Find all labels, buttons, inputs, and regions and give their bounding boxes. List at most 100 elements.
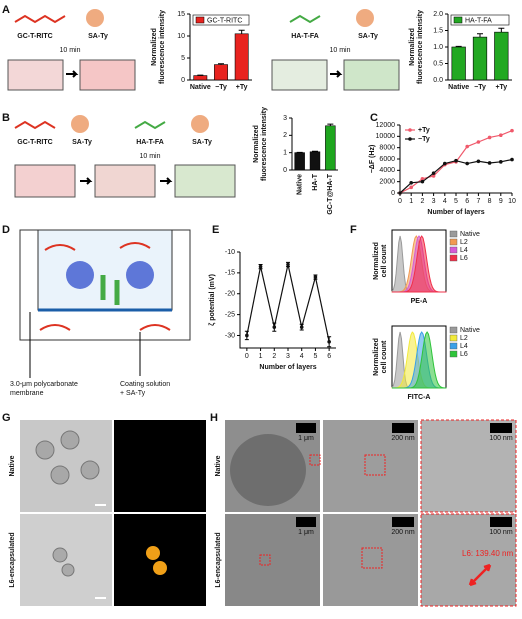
bar — [214, 64, 228, 81]
marker — [431, 171, 436, 175]
arrows — [100, 275, 120, 305]
y-axis-label: Normalized — [373, 338, 380, 376]
y-tick-label: 12000 — [376, 122, 396, 129]
y-tick-label: 0 — [181, 77, 185, 84]
cell — [35, 440, 55, 460]
x-axis-label: FITC-A — [408, 394, 431, 401]
x-tick-label: 2 — [272, 353, 276, 360]
enzyme — [86, 9, 104, 27]
x-tick-label: 5 — [313, 353, 317, 360]
legend-label: −Ty — [418, 136, 430, 143]
legend-label: Native — [460, 327, 480, 334]
scale-box — [296, 517, 316, 527]
dish — [14, 164, 76, 198]
marker — [476, 159, 481, 164]
legend-label: L4 — [460, 343, 468, 350]
bar — [234, 33, 249, 81]
y-tick-label: 0.5 — [433, 60, 443, 67]
legend-label: L2 — [460, 239, 468, 246]
legend-marker — [408, 128, 412, 132]
marker — [465, 161, 470, 166]
panel-letter: E — [212, 224, 219, 236]
axis — [239, 252, 336, 349]
measurement: L6: 139.40 nm — [462, 549, 513, 558]
polymer — [289, 14, 321, 24]
line — [399, 158, 513, 194]
panel-g: Native L6-encapsulated — [9, 420, 206, 606]
marker — [409, 181, 414, 185]
error-bar — [312, 150, 318, 152]
label: 3.0-μm polycarbonate — [10, 381, 78, 388]
marker — [258, 264, 263, 269]
legend-swatch — [449, 254, 458, 262]
x-tick-label: 8 — [488, 198, 492, 205]
pointer — [29, 312, 141, 378]
legend-swatch — [449, 350, 458, 358]
enzyme — [191, 115, 209, 133]
y-tick-label: 10000 — [376, 133, 396, 140]
marker — [510, 128, 514, 133]
zoom-box — [309, 454, 321, 466]
y-tick-label: 0.0 — [433, 77, 443, 84]
x-tick-label: 0 — [245, 353, 249, 360]
y-axis-label: Normalized — [409, 28, 416, 66]
cell — [80, 460, 100, 480]
schematic-a: GC-T-RITC SA-Ty 10 min HA-T-FA SA-Ty 10 … — [7, 9, 400, 91]
polymer — [39, 242, 171, 331]
legend-swatch — [449, 342, 458, 350]
label: 10 min — [139, 153, 160, 160]
row-label: L6-encapsulated — [9, 532, 16, 587]
label: + SA-Ty — [120, 390, 146, 397]
panel-letters: A B C D E F G H — [2, 4, 378, 424]
arrow — [66, 70, 79, 78]
bar — [325, 125, 336, 171]
marker — [499, 160, 503, 164]
x-axis-label: PE-A — [411, 298, 428, 305]
bar — [472, 36, 488, 81]
bar — [193, 75, 208, 81]
panel-h: Native L6-encapsulated 1 μm 200 nm 100 n… — [215, 419, 517, 607]
marker — [398, 191, 402, 195]
dish — [271, 59, 328, 91]
histogram-curve — [392, 235, 447, 293]
histogram-curve — [392, 331, 447, 389]
cell — [126, 261, 154, 289]
cell — [146, 546, 160, 560]
y-tick-label: 1.0 — [433, 44, 443, 51]
x-tick-label: 3 — [432, 198, 436, 205]
dish — [79, 59, 136, 91]
enzyme — [356, 9, 374, 27]
legend-swatch — [453, 16, 463, 24]
marker — [465, 144, 470, 149]
y-tick-label: 6000 — [379, 156, 395, 163]
error-bar — [477, 33, 483, 38]
y-axis-label: Normalized — [151, 28, 158, 66]
error-bar — [238, 29, 245, 34]
y-axis-label: Normalized — [373, 242, 380, 280]
legend-swatch — [449, 326, 458, 334]
label: Coating solution — [120, 381, 170, 388]
error-bar — [455, 45, 462, 47]
legend-swatch — [449, 230, 458, 238]
bar — [494, 31, 509, 81]
label: HA-T-FA — [291, 33, 319, 40]
error-bar — [327, 123, 334, 126]
x-tick-label: −Ty — [474, 84, 486, 91]
scale-box — [296, 423, 316, 433]
y-axis-label: fluorescence intensity — [417, 10, 424, 84]
x-tick-label: Native — [297, 174, 304, 195]
micrograph — [114, 420, 206, 512]
panel-letter: G — [2, 412, 11, 424]
label: membrane — [10, 390, 44, 397]
y-tick-label: 5 — [181, 55, 185, 62]
label: SA-Ty — [358, 33, 378, 40]
cell — [153, 561, 167, 575]
legend-label: GC-T-RITC — [207, 17, 242, 24]
y-tick-label: 2000 — [379, 179, 395, 186]
x-tick-label: 0 — [398, 198, 402, 205]
marker — [510, 157, 514, 162]
scale-label: 1 μm — [298, 529, 314, 536]
row-label: Native — [9, 455, 16, 476]
y-axis-label: cell count — [381, 244, 388, 277]
legend-swatch — [195, 16, 205, 24]
